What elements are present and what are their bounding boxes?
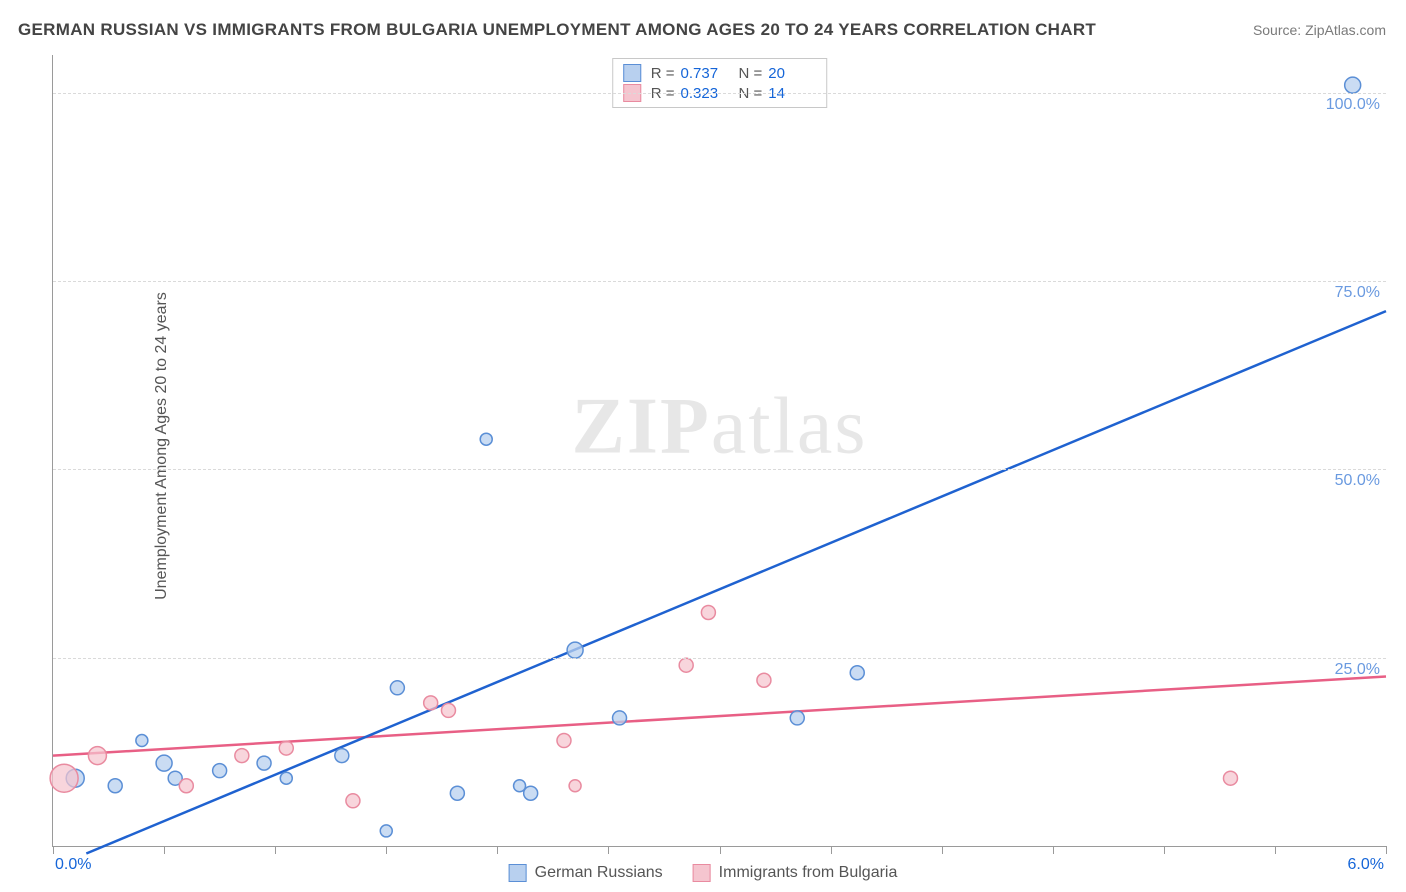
scatter-point [335, 749, 349, 763]
legend-series-item: German Russians [509, 864, 663, 882]
scatter-point [567, 642, 583, 658]
gridline [53, 93, 1386, 94]
correlation-legend: R =0.737N =20R =0.323N =14 [612, 58, 828, 108]
scatter-plot-svg [53, 55, 1386, 846]
x-tick [386, 846, 387, 854]
legend-stat-row: R = 0.737 N = 20 [623, 63, 817, 83]
regression-line [53, 677, 1386, 756]
scatter-point [557, 734, 571, 748]
scatter-point [280, 772, 292, 784]
x-tick [720, 846, 721, 854]
scatter-point [279, 741, 293, 755]
x-tick [497, 846, 498, 854]
chart-title: GERMAN RUSSIAN VS IMMIGRANTS FROM BULGAR… [18, 20, 1096, 40]
scatter-point [757, 673, 771, 687]
scatter-point [790, 711, 804, 725]
scatter-point [380, 825, 392, 837]
n-value: 20 [768, 65, 816, 82]
plot-area: ZIPatlas R =0.737N =20R =0.323N =14 0.0%… [52, 55, 1386, 847]
scatter-point [1223, 771, 1237, 785]
source-label: Source: ZipAtlas.com [1253, 22, 1386, 38]
x-tick [1386, 846, 1387, 854]
scatter-point [346, 794, 360, 808]
y-tick-label: 75.0% [1335, 284, 1380, 302]
x-tick [1275, 846, 1276, 854]
x-axis-min-label: 0.0% [55, 856, 91, 874]
series-legend: German Russians Immigrants from Bulgaria [509, 864, 898, 882]
scatter-point [156, 755, 172, 771]
legend-swatch [693, 864, 711, 882]
scatter-point [424, 696, 438, 710]
r-value: 0.737 [681, 65, 729, 82]
scatter-point [179, 779, 193, 793]
gridline [53, 469, 1386, 470]
scatter-point [701, 605, 715, 619]
x-tick [942, 846, 943, 854]
scatter-point [679, 658, 693, 672]
x-axis-max-label: 6.0% [1348, 856, 1384, 874]
gridline [53, 658, 1386, 659]
scatter-point [136, 735, 148, 747]
chart-container: GERMAN RUSSIAN VS IMMIGRANTS FROM BULGAR… [0, 0, 1406, 892]
scatter-point [50, 764, 78, 792]
x-tick [53, 846, 54, 854]
regression-line [86, 311, 1386, 853]
legend-swatch [509, 864, 527, 882]
legend-series-label: Immigrants from Bulgaria [719, 864, 898, 882]
scatter-point [480, 433, 492, 445]
scatter-point [213, 764, 227, 778]
legend-swatch [623, 64, 641, 82]
scatter-point [514, 780, 526, 792]
r-label: R = [651, 65, 675, 82]
scatter-point [257, 756, 271, 770]
y-tick-label: 50.0% [1335, 472, 1380, 490]
gridline [53, 281, 1386, 282]
scatter-point [235, 749, 249, 763]
scatter-point [108, 779, 122, 793]
scatter-point [441, 703, 455, 717]
legend-series-label: German Russians [535, 864, 663, 882]
y-tick-label: 100.0% [1326, 96, 1380, 114]
scatter-point [390, 681, 404, 695]
scatter-point [569, 780, 581, 792]
x-tick [1164, 846, 1165, 854]
legend-series-item: Immigrants from Bulgaria [693, 864, 898, 882]
x-tick [275, 846, 276, 854]
n-label: N = [739, 65, 763, 82]
scatter-point [850, 666, 864, 680]
x-tick [608, 846, 609, 854]
scatter-point [450, 786, 464, 800]
x-tick [1053, 846, 1054, 854]
x-tick [831, 846, 832, 854]
scatter-point [613, 711, 627, 725]
y-tick-label: 25.0% [1335, 661, 1380, 679]
scatter-point [88, 747, 106, 765]
scatter-point [1345, 77, 1361, 93]
x-tick [164, 846, 165, 854]
